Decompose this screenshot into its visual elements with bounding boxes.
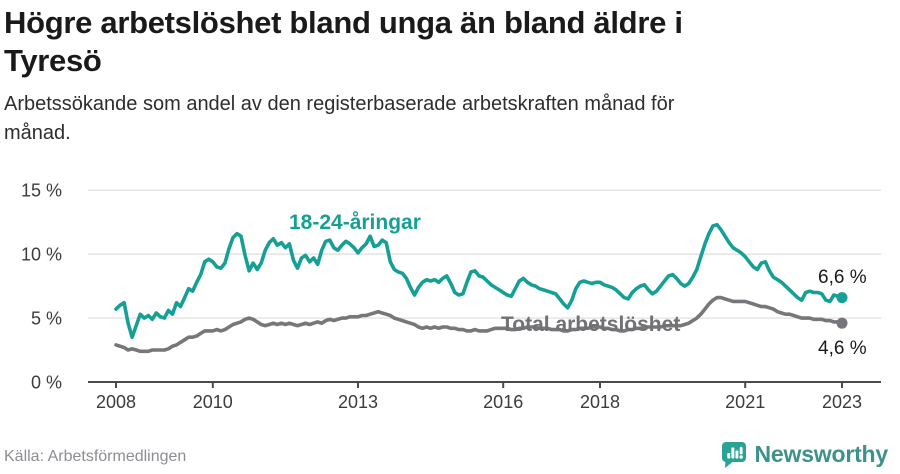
title-line-1: Högre arbetslöshet bland unga än bland ä… xyxy=(4,5,683,40)
series-end-dot xyxy=(836,317,848,329)
subtitle-line-2: månad. xyxy=(4,122,71,144)
x-tick-label: 2016 xyxy=(483,392,523,412)
title-line-2: Tyresö xyxy=(4,43,102,78)
y-tick-label: 5 % xyxy=(31,309,62,329)
newsworthy-logo: Newsworthy xyxy=(720,440,888,469)
source-credit: Källa: Arbetsförmedlingen xyxy=(4,448,187,465)
annotation-label: Total arbetslöshet xyxy=(501,313,680,336)
x-tick-label: 2013 xyxy=(338,392,378,412)
x-tick-label: 2018 xyxy=(580,392,620,412)
series-line-18-24-åringar xyxy=(114,222,844,340)
newsworthy-speech-bubble-chart-icon xyxy=(720,440,748,469)
x-tick-label: 2008 xyxy=(96,392,136,412)
x-tick-label: 2010 xyxy=(193,392,233,412)
x-tick-label: 2023 xyxy=(822,392,862,412)
chart-subtitle: Arbetssökande som andel av den registerb… xyxy=(4,90,864,148)
newsworthy-wordmark: Newsworthy xyxy=(754,441,889,467)
subtitle-line-1: Arbetssökande som andel av den registerb… xyxy=(4,93,675,115)
annotation-label: 6,6 % xyxy=(818,267,867,288)
x-tick-label: 2021 xyxy=(725,392,765,412)
y-tick-label: 15 % xyxy=(21,181,62,201)
series-line-Total arbetslöshet xyxy=(114,295,844,354)
page-title: Högre arbetslöshet bland unga än bland ä… xyxy=(4,4,888,80)
annotation-label: 18-24-åringar xyxy=(289,211,421,234)
series-end-dot xyxy=(836,292,848,304)
annotation-label: 4,6 % xyxy=(818,338,867,359)
y-tick-label: 0 % xyxy=(31,373,62,393)
y-tick-label: 10 % xyxy=(21,245,62,265)
